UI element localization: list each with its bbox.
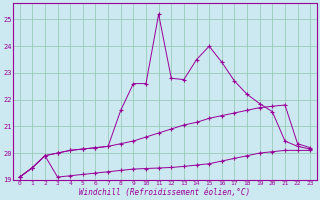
X-axis label: Windchill (Refroidissement éolien,°C): Windchill (Refroidissement éolien,°C) — [79, 188, 251, 197]
